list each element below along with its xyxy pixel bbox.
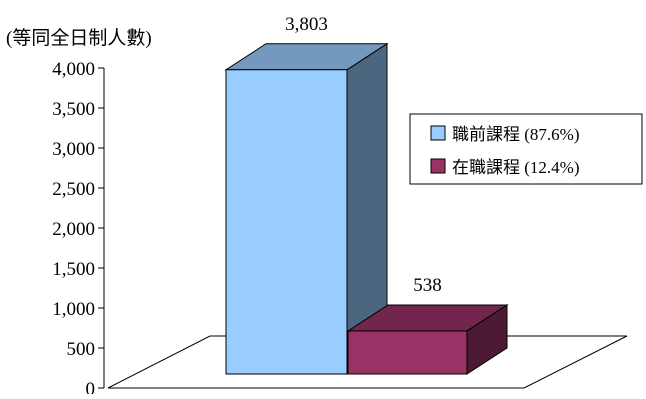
bar-front	[347, 330, 468, 375]
legend-label-in-service: 在職課程 (12.4%)	[452, 158, 579, 177]
data-label: 538	[413, 275, 442, 296]
legend-swatch-in-service	[430, 158, 446, 174]
y-tick-label: 1,500	[52, 259, 95, 280]
legend-swatch-pre-service	[430, 125, 446, 141]
bar-front	[225, 69, 348, 375]
y-tick-label: 1,000	[52, 299, 95, 320]
y-tick-label: 2,000	[52, 219, 95, 240]
data-label: 3,803	[285, 14, 328, 35]
y-tick-label: 2,500	[52, 179, 95, 200]
y-tick-label: 3,500	[52, 99, 95, 120]
y-tick-label: 0	[86, 379, 96, 394]
y-tick-label: 3,000	[52, 139, 95, 160]
legend: 職前課程 (87.6%) 在職課程 (12.4%)	[409, 113, 643, 185]
y-tick-label: 4,000	[52, 59, 95, 80]
unit-label: (等同全日制人數)	[6, 27, 152, 49]
legend-label-pre-service: 職前課程 (87.6%)	[452, 125, 579, 144]
legend-box	[409, 113, 643, 185]
y-tick-label: 500	[67, 339, 96, 360]
